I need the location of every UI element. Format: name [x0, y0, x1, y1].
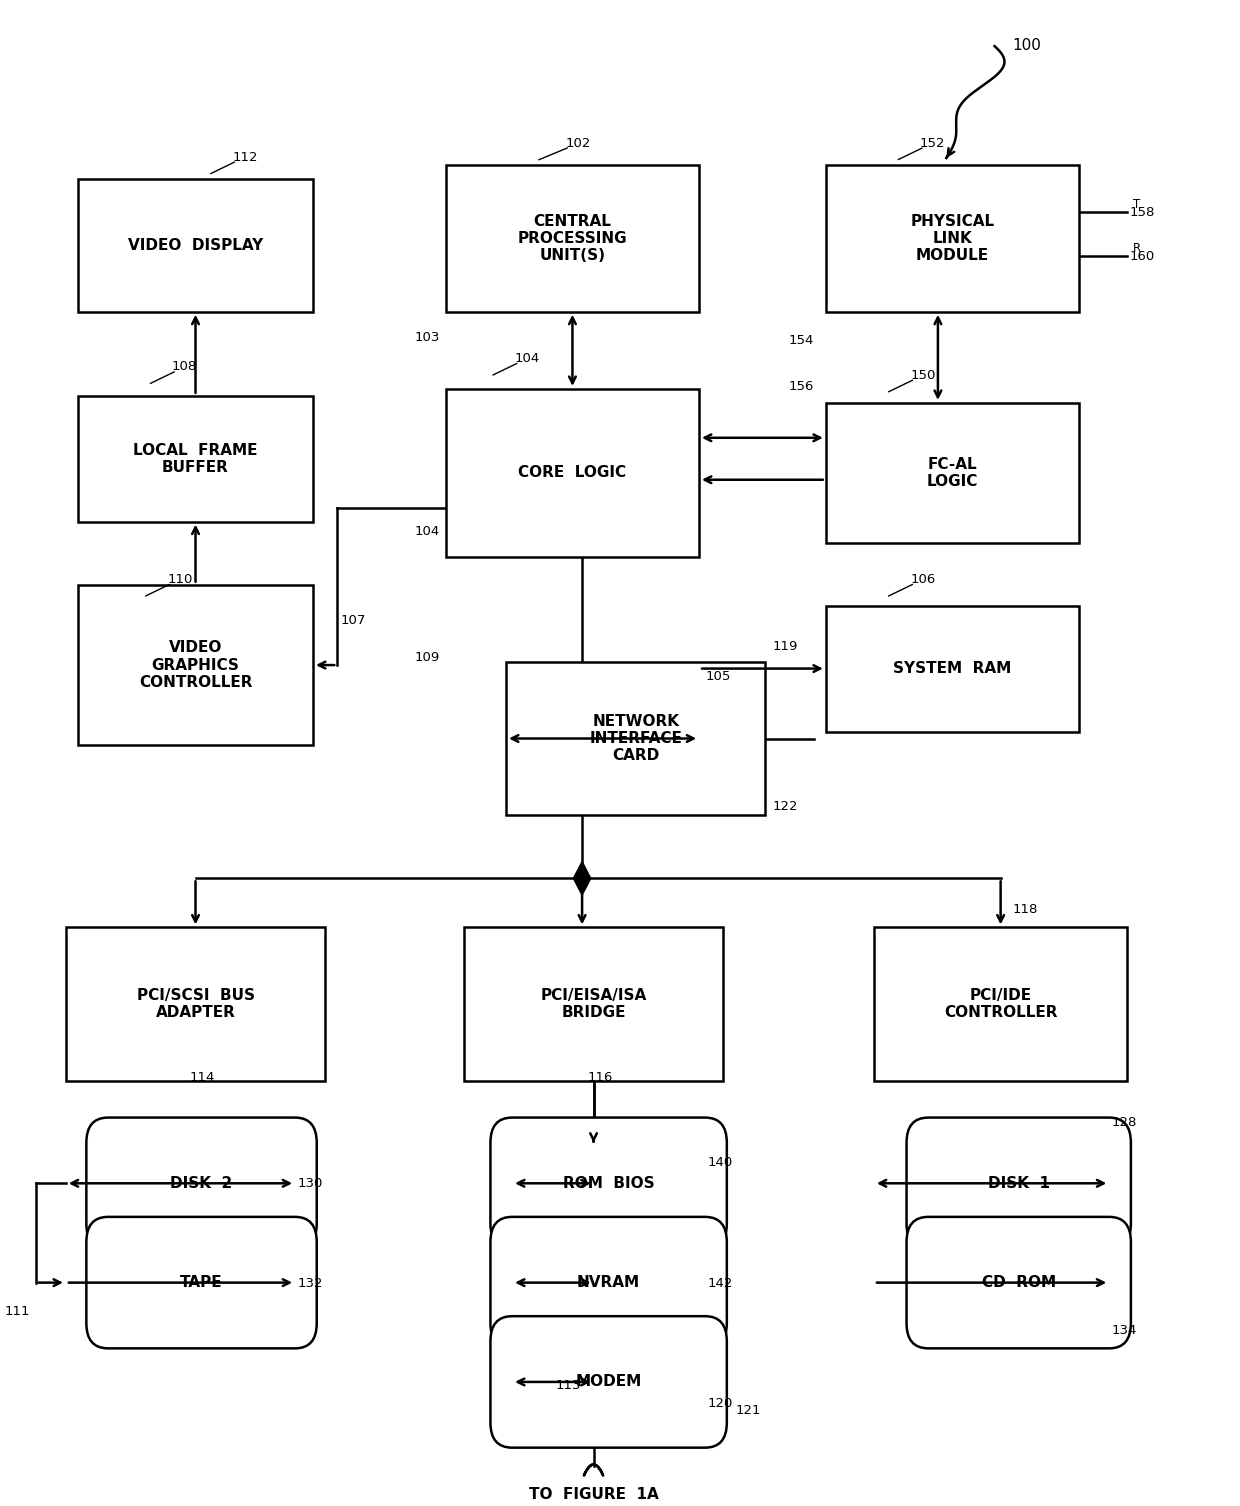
FancyBboxPatch shape [491, 1217, 727, 1348]
Text: 112: 112 [232, 151, 258, 164]
Text: DISK  1: DISK 1 [988, 1176, 1050, 1191]
Text: 128: 128 [1111, 1116, 1137, 1130]
FancyBboxPatch shape [826, 605, 1079, 732]
FancyBboxPatch shape [87, 1217, 316, 1348]
FancyBboxPatch shape [87, 1117, 316, 1248]
Text: 130: 130 [298, 1178, 322, 1190]
Text: PCI/EISA/ISA
BRIDGE: PCI/EISA/ISA BRIDGE [541, 988, 647, 1021]
Text: 134: 134 [1111, 1324, 1137, 1337]
Text: TAPE: TAPE [180, 1276, 223, 1291]
Text: 106: 106 [910, 574, 935, 586]
FancyBboxPatch shape [446, 166, 699, 312]
Text: 152: 152 [920, 137, 945, 149]
Text: CD  ROM: CD ROM [982, 1276, 1055, 1291]
FancyBboxPatch shape [874, 928, 1127, 1081]
Text: 110: 110 [167, 574, 192, 586]
FancyBboxPatch shape [446, 389, 699, 557]
Text: PCI/SCSI  BUS
ADAPTER: PCI/SCSI BUS ADAPTER [136, 988, 254, 1021]
Text: 102: 102 [565, 137, 590, 149]
Text: 142: 142 [708, 1277, 733, 1289]
Text: 150: 150 [910, 369, 935, 383]
Text: 105: 105 [706, 670, 730, 682]
FancyBboxPatch shape [491, 1117, 727, 1248]
Text: 154: 154 [789, 334, 813, 346]
FancyBboxPatch shape [491, 1316, 727, 1447]
Text: VIDEO
GRAPHICS
CONTROLLER: VIDEO GRAPHICS CONTROLLER [139, 640, 252, 690]
Text: 158: 158 [1130, 206, 1156, 218]
Text: DISK  2: DISK 2 [170, 1176, 233, 1191]
FancyBboxPatch shape [906, 1117, 1131, 1248]
FancyBboxPatch shape [906, 1217, 1131, 1348]
Text: PCI/IDE
CONTROLLER: PCI/IDE CONTROLLER [944, 988, 1058, 1021]
Text: NVRAM: NVRAM [577, 1276, 640, 1291]
Text: SYSTEM  RAM: SYSTEM RAM [893, 661, 1012, 676]
Text: MODEM: MODEM [575, 1375, 642, 1390]
Text: 108: 108 [172, 360, 197, 373]
Text: CORE  LOGIC: CORE LOGIC [518, 465, 626, 480]
Text: LOCAL  FRAME
BUFFER: LOCAL FRAME BUFFER [133, 443, 258, 474]
Text: 109: 109 [414, 652, 440, 664]
Text: 132: 132 [298, 1277, 322, 1289]
Text: 140: 140 [708, 1157, 733, 1169]
FancyBboxPatch shape [506, 661, 765, 815]
Text: CENTRAL
PROCESSING
UNIT(S): CENTRAL PROCESSING UNIT(S) [517, 214, 627, 264]
Text: 113: 113 [556, 1378, 582, 1392]
Text: 103: 103 [414, 331, 440, 343]
FancyBboxPatch shape [826, 402, 1079, 542]
Text: 156: 156 [789, 380, 813, 393]
Text: FC-AL
LOGIC: FC-AL LOGIC [926, 456, 978, 489]
Text: R: R [1133, 241, 1142, 255]
Text: 104: 104 [414, 526, 440, 539]
Text: 104: 104 [515, 352, 539, 364]
Text: 107: 107 [341, 613, 366, 626]
Text: PHYSICAL
LINK
MODULE: PHYSICAL LINK MODULE [910, 214, 994, 264]
Text: VIDEO  DISPLAY: VIDEO DISPLAY [128, 238, 263, 253]
Text: ROM  BIOS: ROM BIOS [563, 1176, 655, 1191]
Text: 120: 120 [708, 1398, 733, 1410]
Text: 111: 111 [4, 1304, 30, 1318]
Text: T: T [1133, 197, 1141, 211]
Text: 114: 114 [190, 1071, 215, 1084]
FancyBboxPatch shape [464, 928, 723, 1081]
Text: 122: 122 [773, 800, 799, 813]
Text: 100: 100 [1013, 38, 1042, 53]
Text: 118: 118 [1013, 904, 1038, 916]
Text: 116: 116 [588, 1071, 613, 1084]
FancyBboxPatch shape [78, 179, 314, 312]
FancyBboxPatch shape [78, 396, 314, 521]
FancyBboxPatch shape [826, 166, 1079, 312]
Text: 121: 121 [735, 1404, 761, 1417]
Text: 119: 119 [773, 640, 799, 654]
FancyBboxPatch shape [78, 584, 314, 745]
FancyBboxPatch shape [66, 928, 325, 1081]
Text: 160: 160 [1130, 250, 1154, 264]
Text: NETWORK
INTERFACE
CARD: NETWORK INTERFACE CARD [589, 714, 682, 764]
Text: TO  FIGURE  1A: TO FIGURE 1A [528, 1486, 658, 1501]
Polygon shape [573, 861, 590, 895]
